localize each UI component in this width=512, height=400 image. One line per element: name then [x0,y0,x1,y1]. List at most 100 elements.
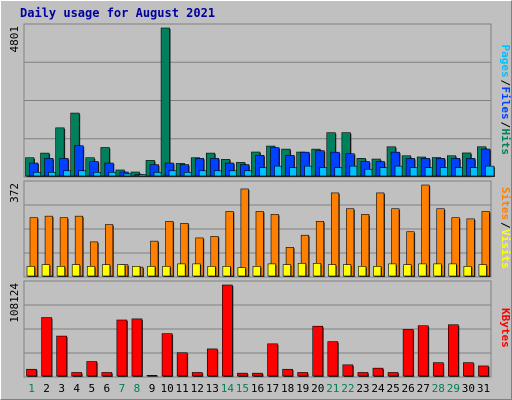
bar-visits [86,266,96,277]
x-tick-label: 16 [251,382,264,395]
bar-visits [177,263,186,277]
bar-visits [373,266,382,277]
y-max-label: 4801 [8,26,21,53]
bar-visits [102,264,111,277]
bar-visits [358,266,367,277]
bars [25,27,495,377]
bar-kbytes [237,372,248,377]
x-tick-label: 2 [43,382,50,395]
bar-kbytes [372,367,384,377]
bar-visits [192,263,201,277]
bar-visits [56,266,65,277]
bar-visits [297,263,306,277]
axis-legend-label: Hits [499,129,512,156]
x-tick-label: 31 [477,382,490,395]
axis-legend-label: / [499,80,512,87]
axis-legend-label: Pages [499,45,512,78]
x-tick-label: 27 [417,382,430,395]
bar-sites [376,192,385,277]
bar-kbytes [463,362,474,377]
x-tick-label: 30 [462,382,475,395]
bar-visits [343,264,352,277]
axis-legend-label: KBytes [499,308,512,348]
bar-kbytes [297,372,308,377]
bar-kbytes [417,325,429,377]
bar-kbytes [327,341,339,377]
bar-visits [463,266,472,277]
bar-kbytes [206,348,218,377]
bar-sites [330,192,340,277]
bar-kbytes [161,333,173,377]
bar-kbytes [101,372,113,377]
bar-kbytes [387,372,399,377]
bar-sites [240,188,249,277]
chart-title: Daily usage for August 2021 [20,6,216,20]
y-max-label: 372 [8,183,21,203]
x-tick-label: 20 [311,382,324,395]
axis-legend-label: Sites [499,187,512,220]
bar-visits [207,266,216,277]
x-tick-label: 21 [326,382,339,395]
bar-visits [222,266,231,277]
x-tick-label: 13 [206,382,219,395]
bar-visits [132,266,141,277]
bar-kbytes [41,317,52,377]
bar-kbytes [432,362,444,377]
bar-hits [160,27,170,177]
bar-kbytes [448,324,459,377]
bar-visits [267,263,276,277]
x-tick-label: 12 [191,382,204,395]
x-tick-label: 11 [176,382,189,395]
bar-kbytes [131,318,143,377]
bar-visits [478,264,487,277]
bar-kbytes [86,361,98,377]
bar-kbytes [357,372,369,377]
x-tick-label: 19 [296,382,309,395]
bar-visits [433,263,442,277]
bar-visits [312,263,322,277]
bar-kbytes [191,372,203,377]
bar-kbytes [146,375,158,377]
bar-pages [485,165,495,177]
x-tick-label: 8 [134,382,141,395]
bar-visits [327,264,337,277]
bar-kbytes [176,352,188,377]
bar-kbytes [312,325,324,377]
x-tick-label: 22 [341,382,354,395]
bar-visits [117,264,126,277]
bar-visits [403,264,412,277]
x-tick-label: 5 [88,382,95,395]
x-tick-label: 15 [236,382,249,395]
bar-visits [252,266,261,277]
x-tick-label: 6 [104,382,111,395]
bar-kbytes [116,319,128,377]
bar-visits [41,264,50,277]
bar-kbytes [222,284,233,377]
bar-kbytes [26,368,37,377]
x-tick-label: 17 [266,382,279,395]
x-tick-label: 29 [447,382,460,395]
bar-visits [282,264,291,277]
x-tick-label: 26 [402,382,415,395]
x-tick-label: 3 [58,382,65,395]
bar-kbytes [478,365,489,377]
bar-visits [418,263,427,277]
x-tick-label: 14 [221,382,235,395]
x-tick-label: 28 [432,382,445,395]
y-max-label: 108124 [8,283,21,323]
x-tick-label: 25 [386,382,399,395]
axis-legend-label: / [499,222,512,229]
bar-visits [388,263,397,277]
axis-legend-label: / [499,122,512,129]
bar-kbytes [267,343,278,377]
bar-kbytes [402,329,414,377]
x-tick-label: 7 [119,382,126,395]
x-tick-label: 4 [73,382,80,395]
axis-legend-label: Files [499,87,512,120]
bar-kbytes [342,364,354,377]
bar-sites [421,184,430,277]
bar-visits [448,263,457,277]
axis-legend-label: Visits [499,229,512,269]
bar-visits [71,264,80,277]
